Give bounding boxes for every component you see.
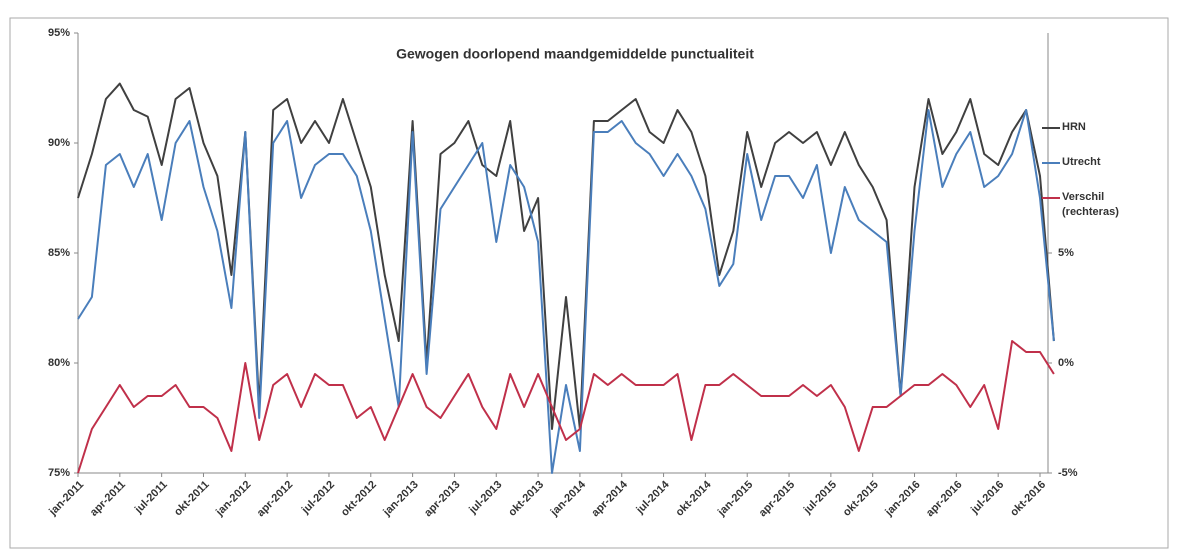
- y-tick-label: 80%: [48, 357, 70, 369]
- legend-entry: HRN: [1042, 120, 1142, 135]
- chart-title: Gewogen doorlopend maandgemiddelde punct…: [396, 46, 754, 62]
- y-tick-label: 85%: [48, 247, 70, 259]
- legend-swatch: [1042, 162, 1060, 164]
- legend-label: HRN: [1062, 121, 1086, 133]
- series-line: [77, 340, 1055, 474]
- legend-entry: Verschil (rechteras): [1042, 190, 1142, 220]
- legend-entry: Utrecht: [1042, 155, 1142, 170]
- y2-tick-label: 5%: [1058, 247, 1074, 259]
- y2-tick-label: 0%: [1058, 357, 1074, 369]
- legend-label: Verschil (rechteras): [1062, 191, 1119, 218]
- legend-label: Utrecht: [1062, 156, 1101, 168]
- y-tick-label: 75%: [48, 467, 70, 479]
- y-tick-label: 95%: [48, 27, 70, 39]
- legend-swatch: [1042, 127, 1060, 129]
- legend-swatch: [1042, 197, 1060, 199]
- chart-frame: [9, 17, 1169, 549]
- y2-tick-label: -5%: [1058, 467, 1078, 479]
- y-tick-label: 90%: [48, 137, 70, 149]
- series-line: [77, 109, 1055, 474]
